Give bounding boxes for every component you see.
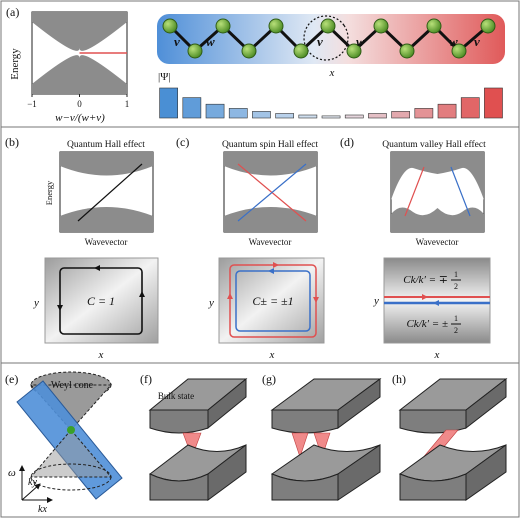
wavefunction-bar <box>344 114 364 119</box>
qhe-y-label: y <box>33 297 39 309</box>
panel-label-d: (d) <box>340 135 354 149</box>
bulk-slab-upper <box>148 377 248 434</box>
chain-sites <box>162 18 496 59</box>
energy-axis-label: Energy <box>9 48 21 80</box>
valley-edge-state-blue <box>450 166 471 217</box>
qhe-energy-label: Energy <box>44 180 54 205</box>
chain-x-label: x <box>329 67 335 79</box>
qshe-wavevector-label: Wavevector <box>249 237 292 247</box>
ratio-axis-label: w−v/(w+v) <box>55 112 105 124</box>
qhe-x-label: x <box>98 349 104 361</box>
psi-label: |Ψ| <box>158 71 171 83</box>
panel-g: (g) <box>262 372 382 501</box>
panel-f: (f) Bulk state <box>140 372 248 501</box>
bulk-slab-lower-h <box>398 444 507 501</box>
qvhe-wavevector-label: Wavevector <box>416 237 459 247</box>
wavefunction-bar <box>460 97 480 119</box>
wavefunction-bar <box>275 113 295 119</box>
qvhe-frac-num-top: 1 <box>454 270 458 279</box>
ssh-chain: v w v w w v <box>157 14 505 64</box>
panel-a: (a) Energy −1 0 1 w−v/(w+v) <box>6 5 505 124</box>
chiral-edge-state <box>77 163 143 222</box>
weyl-cone-label: Weyl cone <box>51 380 94 391</box>
tick-label-one: 1 <box>125 99 130 109</box>
upper-band <box>32 12 127 51</box>
panel-label-b: (b) <box>5 135 19 149</box>
bulk-slab-upper-g <box>270 378 382 434</box>
band-structure-plot <box>31 11 128 97</box>
panel-h: (h) <box>392 372 508 501</box>
qshe-title: Quantum spin Hall effect <box>222 139 318 150</box>
wavefunction-bar <box>205 103 225 119</box>
tick-label-minus-one: −1 <box>27 99 37 109</box>
ky-axis-label: ky <box>28 477 37 488</box>
weyl-point <box>67 426 75 434</box>
wavefunction-bar <box>182 97 202 119</box>
wavefunction-bar <box>414 108 434 119</box>
panel-label-f: (f) <box>140 372 152 386</box>
qvhe-frac-den-top: 2 <box>454 282 458 291</box>
qvhe-chern-bottom: Ck/k′ = ± <box>406 318 448 330</box>
panel-label-h: (h) <box>392 372 406 386</box>
panel-b: (b) Quantum Hall effect Energy Wavevecto… <box>5 135 159 361</box>
qshe-edge-loop <box>218 257 325 344</box>
weyl-cone-bottom-rim <box>30 463 112 491</box>
qvhe-x-label: x <box>434 349 440 361</box>
qvhe-chern-top: Ck/k′ = ∓ <box>403 274 448 286</box>
bulk-state-label: Bulk state <box>158 391 194 401</box>
qshe-x-label: x <box>269 349 275 361</box>
valley-edge-state-red <box>404 166 425 217</box>
wavefunction-bar <box>298 114 318 119</box>
qvhe-frac-den-bottom: 2 <box>454 326 458 335</box>
panel-label-g: (g) <box>262 372 276 386</box>
panel-d: (d) Quantum valley Hall effect Wavevecto… <box>340 135 491 361</box>
wavefunction-bar <box>391 111 411 119</box>
lower-band <box>32 55 127 94</box>
wavefunction-bar <box>321 115 341 119</box>
omega-axis-label: ω <box>8 467 16 479</box>
kx-axis-label: kx <box>38 504 47 515</box>
qvhe-title: Quantum valley Hall effect <box>382 139 486 150</box>
qhe-edge-loop <box>44 257 159 344</box>
panel-e: (e) Weyl cone ω ky kx <box>5 371 123 515</box>
qshe-y-label: y <box>208 297 214 309</box>
tick-label-zero: 0 <box>77 99 82 109</box>
panel-label-a: (a) <box>6 5 19 19</box>
qvhe-band-plot <box>390 151 485 233</box>
hopping-w-label-3: w <box>449 34 458 49</box>
panel-c: (c) Quantum spin Hall effect Wavevector … <box>176 135 325 361</box>
hopping-v-label-1: v <box>174 34 180 49</box>
bulk-slab-lower <box>149 443 247 501</box>
wavefunction-bars <box>159 87 503 119</box>
qhe-title: Quantum Hall effect <box>67 139 145 150</box>
qshe-band-plot <box>223 151 318 233</box>
momentum-axes <box>19 465 53 503</box>
qhe-band-plot <box>59 151 154 233</box>
qhe-chern-number: C = 1 <box>87 294 115 308</box>
wavefunction-bar <box>252 111 271 119</box>
qshe-chern-number: C± = ±1 <box>252 294 293 308</box>
panel-label-e: (e) <box>5 372 18 386</box>
qvhe-domain-wall <box>383 257 491 344</box>
bulk-slab-lower-g <box>270 444 381 501</box>
wavefunction-bar <box>228 108 248 119</box>
qvhe-frac-num-bottom: 1 <box>454 314 458 323</box>
wavefunction-bar <box>159 87 179 119</box>
bulk-slab-upper-h <box>398 377 508 434</box>
hopping-w-label-1: w <box>206 34 215 49</box>
wavefunction-bar <box>368 113 387 119</box>
hopping-v-label-3: v <box>474 34 480 49</box>
qvhe-y-label: y <box>373 295 379 307</box>
qhe-wavevector-label: Wavevector <box>85 237 128 247</box>
wavefunction-bar <box>484 87 503 119</box>
wavefunction-bar <box>437 103 457 119</box>
helical-edge-state-blue <box>237 163 307 222</box>
hopping-w-label-2: w <box>356 34 365 49</box>
panel-label-c: (c) <box>176 135 189 149</box>
hopping-v-label-2: v <box>317 34 323 49</box>
